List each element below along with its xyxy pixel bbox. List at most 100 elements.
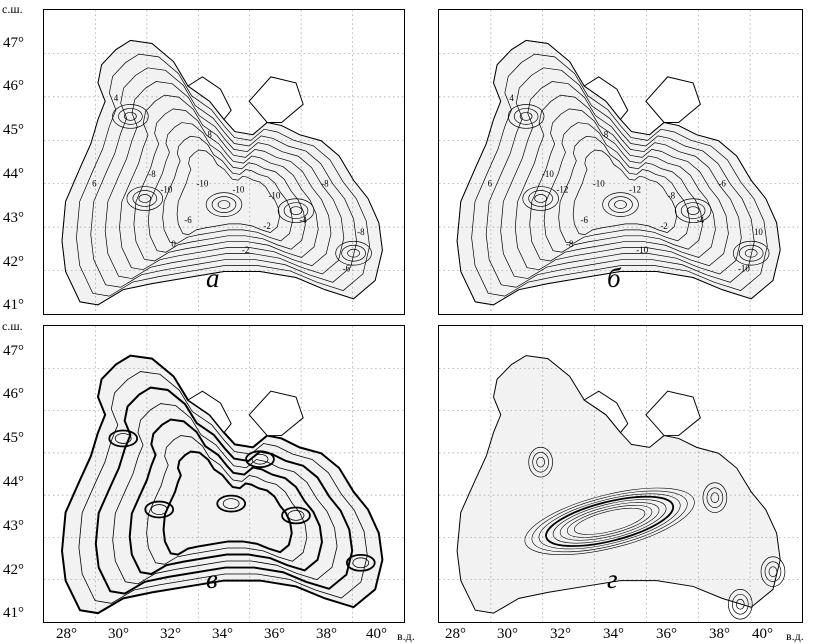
isoline bbox=[471, 53, 768, 297]
eddy-isoline bbox=[216, 494, 247, 513]
contour-value-label: -12 bbox=[556, 184, 568, 194]
lat-label-45-top: 45° bbox=[3, 122, 24, 138]
jet-isoline bbox=[545, 495, 675, 547]
isoline bbox=[128, 418, 323, 576]
graticule bbox=[439, 10, 802, 314]
eddy-isoline bbox=[507, 104, 545, 129]
eddy-isoline bbox=[608, 196, 633, 213]
contour-value-label: -10 bbox=[196, 178, 208, 188]
lon-label-38-left: 38° bbox=[316, 626, 337, 642]
contour-value-label: -2 bbox=[263, 221, 270, 231]
sea-area bbox=[62, 355, 383, 614]
north-unit-label-bottom: с.ш. bbox=[2, 319, 23, 333]
lat-label-41-bottom: 41° bbox=[3, 605, 24, 621]
east-unit-label-right: в.д. bbox=[786, 629, 804, 643]
map-canvas-g bbox=[439, 326, 802, 622]
eddy-isoline bbox=[534, 194, 547, 203]
eddy-isoline bbox=[245, 450, 275, 469]
isolines bbox=[60, 354, 384, 615]
eddy-isoline bbox=[528, 190, 553, 207]
eddy-isoline bbox=[335, 240, 372, 266]
map-canvas-a: -8 -10 -10 -10 -10 -8 -4 -2 -6 0 -2 4 6 8 -8 -6 bbox=[44, 10, 404, 314]
contour-value-label: 8 bbox=[604, 130, 609, 140]
contour-value-label: -8 bbox=[668, 190, 676, 200]
eddy-isoline bbox=[702, 482, 728, 513]
isoline bbox=[90, 67, 358, 288]
isoline bbox=[485, 67, 755, 288]
contour-value-label: 4 bbox=[114, 93, 119, 103]
lon-label-32-left: 32° bbox=[160, 626, 181, 642]
azov-coast bbox=[248, 76, 304, 123]
panel-letter-b: б bbox=[607, 263, 621, 293]
eddy-isoline bbox=[347, 248, 360, 258]
lon-label-28-left: 28° bbox=[56, 626, 77, 642]
eddy-isoline bbox=[513, 108, 539, 125]
contour-value-label: 4 bbox=[509, 93, 514, 103]
contour-value-label: -10 bbox=[232, 184, 244, 194]
isoline bbox=[162, 450, 293, 556]
contour-value-label: -10 bbox=[636, 245, 648, 255]
eddy-isoline bbox=[352, 557, 370, 569]
eddy-isoline bbox=[251, 453, 269, 465]
contour-value-label: -10 bbox=[268, 190, 280, 200]
contour-value-label: -10 bbox=[160, 184, 172, 194]
lon-label-34-right: 34° bbox=[603, 626, 624, 642]
contour-value-label: -10 bbox=[738, 263, 750, 273]
sea-area bbox=[457, 355, 781, 614]
lon-label-40-left: 40° bbox=[366, 626, 387, 642]
contour-value-label: -10 bbox=[593, 178, 605, 188]
lon-label-28-right: 28° bbox=[445, 626, 466, 642]
contour-value-label: -8 bbox=[357, 227, 365, 237]
eddy-isoline bbox=[211, 196, 237, 213]
lat-label-44-bottom: 44° bbox=[3, 474, 24, 490]
lon-label-34-left: 34° bbox=[212, 626, 233, 642]
isoline bbox=[119, 94, 332, 271]
eddy-isoline bbox=[341, 244, 366, 262]
isoline bbox=[104, 81, 345, 279]
crimea-peninsula bbox=[583, 390, 629, 434]
contour-value-label: 0 bbox=[171, 239, 176, 249]
crimea-peninsula bbox=[187, 390, 232, 434]
map-panel-g: г bbox=[438, 325, 803, 623]
contour-value-label: -12 bbox=[629, 184, 641, 194]
lon-label-32-right: 32° bbox=[550, 626, 571, 642]
isoline bbox=[176, 149, 280, 235]
eddy-isoline bbox=[345, 553, 376, 572]
azov-coast bbox=[248, 390, 304, 437]
contour-value-label: 10 bbox=[754, 227, 763, 237]
eddy-isoline bbox=[108, 429, 139, 448]
eddy-isoline bbox=[764, 561, 782, 582]
contour-value-label: 6 bbox=[92, 178, 97, 188]
eddy-isoline bbox=[283, 202, 309, 219]
contour-value-label: -2 bbox=[242, 245, 249, 255]
lat-label-41-top: 41° bbox=[3, 297, 24, 313]
eddy-isoline bbox=[126, 186, 164, 211]
eddy-isoline bbox=[731, 593, 749, 615]
eddy-isoline bbox=[112, 104, 149, 129]
graticule bbox=[44, 10, 404, 314]
eddy-isoline bbox=[744, 248, 758, 258]
eddy-isoline bbox=[277, 198, 315, 223]
map-panel-v: в bbox=[43, 325, 405, 623]
eddy-isoline bbox=[217, 200, 231, 209]
eddy-isoline bbox=[519, 112, 533, 121]
eddy-isoline bbox=[118, 108, 143, 125]
jet-isoline bbox=[531, 490, 688, 553]
isolines bbox=[524, 446, 786, 620]
lon-label-30-left: 30° bbox=[108, 626, 129, 642]
contour-value-label: -4 bbox=[299, 215, 307, 225]
lat-label-47-top: 47° bbox=[3, 35, 24, 51]
isoline bbox=[162, 135, 293, 244]
lat-label-46-bottom: 46° bbox=[3, 386, 24, 402]
eddy-isoline bbox=[602, 192, 639, 217]
eddy-isoline bbox=[710, 492, 720, 503]
eddy-isoline bbox=[614, 200, 627, 209]
eddy-isoline bbox=[114, 433, 132, 444]
jet-isoline bbox=[538, 493, 681, 550]
east-unit-label-left: в.д. bbox=[397, 629, 415, 643]
isoline bbox=[78, 371, 368, 604]
map-canvas-v bbox=[44, 326, 404, 622]
map-panel-b: -10 -12 -10 -12 -8 -6 -4 -2 -6 -8 -10 4 6 8 10 -10 б bbox=[438, 9, 803, 315]
isoline bbox=[146, 435, 308, 565]
